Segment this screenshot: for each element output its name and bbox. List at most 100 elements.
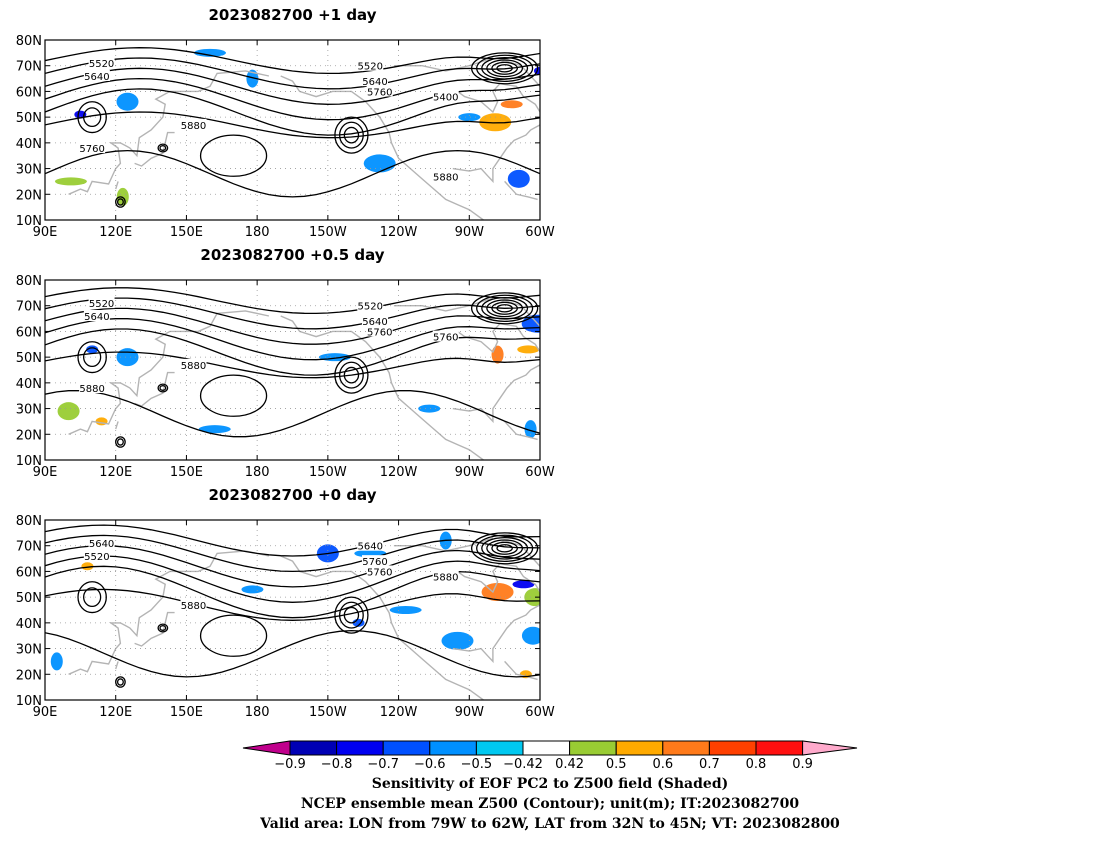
lat-tick-label: 80N: [16, 274, 42, 289]
colorbar-label: −0.5: [461, 757, 493, 772]
lat-tick-label: 20N: [16, 428, 42, 443]
z500-contour: [45, 149, 540, 198]
lon-tick-label: 90E: [33, 225, 58, 240]
lon-tick-label: 120E: [99, 225, 132, 240]
colorbar-label: 0.42: [555, 757, 584, 772]
shaded-region: [389, 606, 422, 614]
z500-contour: [159, 625, 167, 631]
coastline: [115, 181, 119, 190]
lat-tick-label: 10N: [16, 454, 42, 469]
lon-tick-label: 120W: [380, 465, 418, 480]
contour-label-bg: [357, 539, 384, 551]
shaded-region: [363, 154, 396, 173]
z500-contour: [116, 198, 124, 206]
lon-tick-label: 180: [245, 225, 270, 240]
contour-label-bg: [357, 59, 384, 71]
z500-contour: [470, 292, 539, 325]
z500-contour: [115, 436, 126, 448]
lat-tick-label: 50N: [16, 351, 42, 366]
z500-contour: [476, 294, 534, 322]
coastline: [504, 660, 538, 681]
contour-label: 5520: [84, 552, 109, 563]
z500-contour: [496, 64, 513, 73]
z500-contour: [116, 678, 124, 686]
z500-contour: [491, 301, 518, 315]
shaded-region: [524, 420, 537, 439]
z500-contour: [334, 116, 369, 154]
z500-contour: [45, 351, 540, 379]
colorbar-label: 0.6: [652, 757, 673, 772]
z500-contour: [159, 385, 167, 391]
contour-label-bg: [357, 299, 384, 311]
z500-contour: [199, 134, 268, 177]
shaded-region: [194, 48, 226, 57]
lon-tick-label: 150E: [170, 705, 203, 720]
lat-tick-label: 20N: [16, 668, 42, 683]
coastline: [504, 420, 538, 441]
lat-tick-label: 70N: [16, 300, 42, 315]
contour-label: 5760: [367, 327, 392, 338]
lat-tick-label: 70N: [16, 540, 42, 555]
lon-tick-label: 90W: [455, 705, 485, 720]
shaded-region: [441, 631, 474, 650]
shaded-region: [491, 345, 504, 364]
contour-label-bg: [83, 550, 110, 561]
lat-tick-label: 40N: [16, 617, 42, 632]
lon-tick-label: 60W: [525, 225, 555, 240]
lon-tick-label: 120W: [380, 705, 418, 720]
lat-tick-label: 70N: [16, 60, 42, 75]
colorbar-label: 0.7: [699, 757, 720, 772]
z500-contour: [115, 676, 126, 688]
contour-label: 5640: [362, 77, 387, 88]
lon-tick-label: 120E: [99, 465, 132, 480]
lat-tick-label: 50N: [16, 591, 42, 606]
coastline: [452, 364, 540, 424]
contour-label: 5760: [79, 144, 104, 155]
contour-label-bg: [180, 598, 207, 610]
contour-label-bg: [362, 75, 388, 87]
caption-line-3: Valid area: LON from 79W to 62W, LAT fro…: [260, 816, 840, 832]
z500-contour: [481, 56, 529, 80]
panel-3-title: 2023082700 +0 day: [208, 486, 377, 504]
coastline: [115, 421, 119, 430]
lat-tick-label: 40N: [16, 137, 42, 152]
contour-label: 5640: [84, 312, 109, 323]
colorbar-box: [615, 740, 664, 756]
z500-contour: [334, 356, 369, 394]
lat-tick-label: 10N: [16, 214, 42, 229]
z500-contour: [45, 297, 540, 330]
coastline: [134, 131, 175, 167]
lat-tick-label: 30N: [16, 403, 42, 418]
z500-contour: [116, 438, 124, 446]
z500-contour: [45, 629, 540, 678]
z500-contour: [45, 588, 540, 621]
lat-tick-label: 80N: [16, 514, 42, 529]
contour-label: 5640: [362, 317, 387, 328]
lat-tick-label: 10N: [16, 694, 42, 709]
shaded-region: [418, 404, 441, 413]
lon-tick-label: 60W: [525, 705, 555, 720]
lon-tick-label: 150E: [170, 465, 203, 480]
coastline: [134, 371, 175, 407]
lon-tick-label: 150E: [170, 225, 203, 240]
colorbar-label: −0.8: [321, 757, 353, 772]
contour-label: 5640: [358, 542, 383, 553]
lat-tick-label: 80N: [16, 34, 42, 49]
contour-label: 5520: [89, 299, 114, 310]
z500-contour: [115, 196, 126, 208]
lon-tick-label: 120E: [99, 705, 132, 720]
colorbar-label: −0.7: [367, 757, 399, 772]
z500-contour: [45, 57, 540, 90]
colorbar-label: 0.9: [792, 757, 813, 772]
contour-label-bg: [180, 358, 207, 370]
colorbar-box: [662, 740, 710, 756]
z500-contour: [334, 596, 369, 634]
colorbar-box: [475, 740, 524, 756]
z500-contour: [77, 341, 107, 374]
z500-contour: [338, 121, 364, 149]
z500-contour: [491, 61, 518, 75]
contour-label-bg: [366, 565, 393, 577]
coastline: [280, 75, 484, 220]
colorbar-box: [755, 740, 804, 756]
contour-label: 5880: [181, 361, 206, 372]
